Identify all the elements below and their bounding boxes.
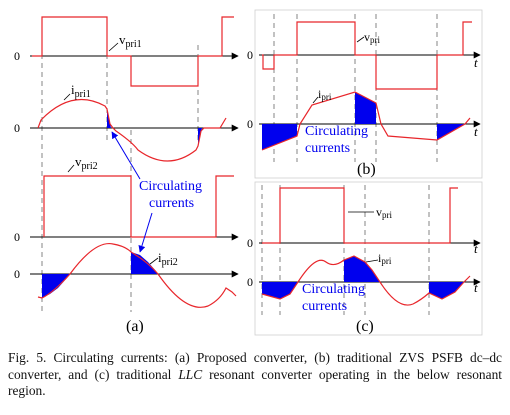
panel-c-ipri-fill-2 bbox=[344, 256, 380, 282]
caption-suffix: resonant converter operating in the belo… bbox=[8, 366, 502, 399]
panel-c-label: (c) bbox=[356, 318, 374, 335]
panel-b-vpri-label: vpri bbox=[364, 30, 380, 45]
panel-a-vpri1-label: vpri1 bbox=[119, 32, 142, 50]
panel-c-vpri-wave bbox=[262, 187, 458, 244]
panel-b-ipri-fill-2 bbox=[355, 92, 376, 124]
panel-b-vpri-wave bbox=[262, 21, 472, 90]
panel-c-zero-2: 0 bbox=[247, 275, 253, 289]
panel-b-zero-1: 0 bbox=[247, 48, 253, 62]
panel-c-circulating-label: Circulating currents bbox=[302, 282, 365, 314]
panel-a-zero-4: 0 bbox=[14, 267, 20, 281]
panel-a-ipri2-fill-2 bbox=[131, 252, 158, 274]
caption-italic: LLC bbox=[178, 366, 203, 382]
panel-c-vpri-label: vpri bbox=[376, 205, 392, 220]
panel-a-zero-2: 0 bbox=[14, 121, 20, 135]
panel-a-vpri2-label: vpri2 bbox=[75, 154, 98, 172]
panel-a-arrow-2 bbox=[138, 212, 153, 253]
panel-b-ipri-wave bbox=[261, 91, 471, 151]
panel-c-frame bbox=[254, 181, 483, 336]
panel-b-ipri-fill-1 bbox=[262, 124, 297, 150]
figure-5: 0 vpri1 0 ipri1 0 vpri2 0 ipri2 Circulat… bbox=[14, 9, 483, 336]
panel-b-frame bbox=[254, 9, 483, 179]
panel-b-zero-2: 0 bbox=[247, 117, 253, 131]
panel-a-ipri2-fill-1 bbox=[42, 274, 70, 298]
panel-a: 0 vpri1 0 ipri1 0 vpri2 0 ipri2 Circulat… bbox=[14, 16, 239, 335]
panel-c: 0 t vpri 0 t ipri Circulating currents (c… bbox=[247, 181, 483, 336]
panel-c-ipri-fill-3 bbox=[429, 282, 464, 299]
panel-a-zero-1: 0 bbox=[14, 49, 20, 63]
panel-a-arrow-1 bbox=[111, 131, 141, 180]
panel-c-zero-1: 0 bbox=[247, 236, 253, 250]
panel-a-ipri1-wave bbox=[37, 98, 227, 162]
panel-a-ipri2-wave bbox=[37, 242, 237, 308]
panel-c-ipri-fill-1 bbox=[262, 282, 298, 299]
panel-c-ipri-wave bbox=[261, 255, 471, 306]
panel-b-label: (b) bbox=[357, 161, 376, 178]
panel-c-ipri-label: ipri bbox=[378, 251, 392, 266]
panel-b-ipri-label: ipri bbox=[318, 87, 332, 102]
caption-prefix: Fig. 5. Circulating currents: (a) Propos… bbox=[8, 350, 502, 382]
panel-a-ipri2-label: ipri2 bbox=[158, 250, 178, 268]
panel-a-label: (a) bbox=[126, 318, 144, 335]
panel-a-ipri1-label: ipri1 bbox=[71, 82, 91, 100]
panel-c-t-2: t bbox=[474, 280, 478, 295]
panel-b: 0 t vpri 0 t ipri Circulating currents (b… bbox=[247, 9, 483, 179]
figure-caption: Fig. 5. Circulating currents: (a) Propos… bbox=[8, 350, 502, 400]
panel-b-t-1: t bbox=[474, 55, 478, 70]
panel-a-circulating-label: Circulating currents bbox=[139, 179, 202, 211]
panel-a-zero-3: 0 bbox=[14, 230, 20, 244]
panel-a-vpri1-wave bbox=[32, 16, 234, 87]
panel-b-circulating-label: Circulating currents bbox=[305, 124, 368, 156]
panel-b-t-2: t bbox=[474, 124, 478, 139]
panel-c-t-1: t bbox=[474, 241, 478, 256]
panel-a-vpri2-wave bbox=[43, 175, 234, 238]
